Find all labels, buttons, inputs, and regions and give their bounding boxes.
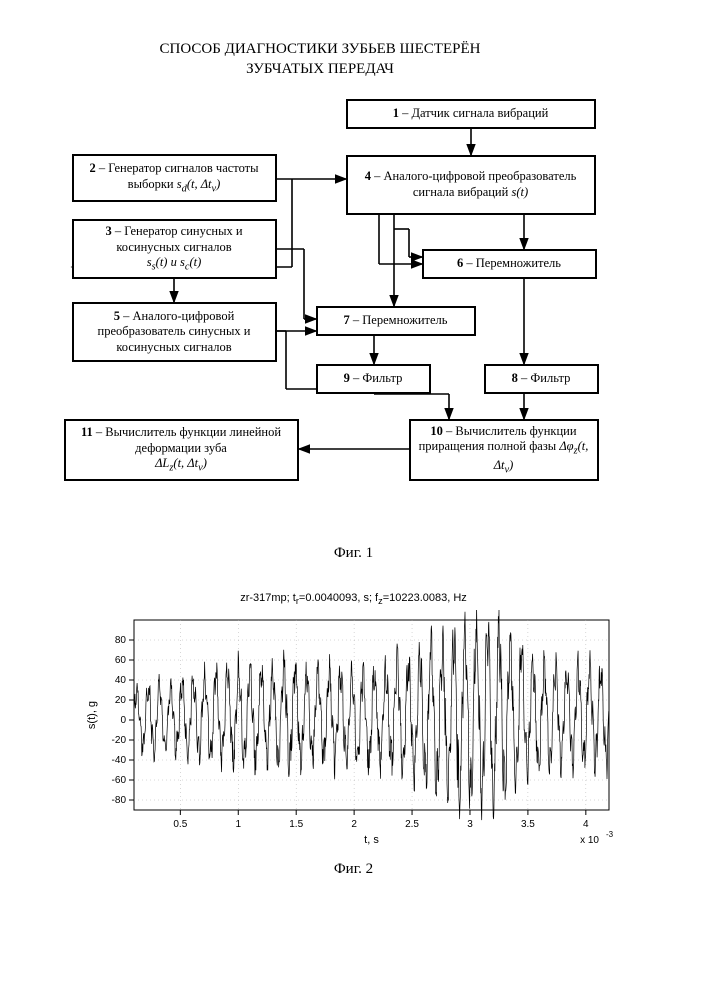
svg-text:x 10: x 10 bbox=[580, 835, 599, 846]
fig1-caption: Фиг. 1 bbox=[50, 545, 657, 562]
flow-box-7: 7 – Перемножитель bbox=[316, 306, 476, 336]
svg-text:80: 80 bbox=[114, 635, 126, 646]
flow-box-1: 1 – Датчик сигнала вибраций bbox=[346, 99, 596, 129]
svg-text:2: 2 bbox=[351, 819, 357, 830]
svg-text:4: 4 bbox=[583, 819, 589, 830]
svg-text:1.5: 1.5 bbox=[289, 819, 303, 830]
flow-box-4: 4 – Аналого-цифровой преобразователь сиг… bbox=[346, 155, 596, 215]
flow-box-10: 10 – Вычислитель функции приращения полн… bbox=[409, 419, 599, 481]
signal-chart: 0.5 1 1.5 2 2.5 3 3.5 4 -80 -60 -40 -20 0 20 40 60 80 t, … bbox=[79, 610, 629, 855]
fig2-caption: Фиг. 2 bbox=[79, 861, 629, 878]
svg-text:0.5: 0.5 bbox=[173, 819, 187, 830]
chart-title: zr-317mp; tr=0.0040093, s; fz=10223.0083… bbox=[79, 592, 629, 606]
svg-text:3.5: 3.5 bbox=[520, 819, 534, 830]
svg-text:-60: -60 bbox=[111, 775, 126, 786]
svg-text:s(t), g: s(t), g bbox=[86, 701, 98, 729]
flow-box-9: 9 – Фильтр bbox=[316, 364, 431, 394]
flow-box-11: 11 – Вычислитель функции линейной деформ… bbox=[64, 419, 299, 481]
svg-text:60: 60 bbox=[114, 655, 126, 666]
chart-figure: zr-317mp; tr=0.0040093, s; fz=10223.0083… bbox=[79, 592, 629, 878]
svg-text:-80: -80 bbox=[111, 795, 126, 806]
svg-text:-3: -3 bbox=[606, 830, 614, 839]
svg-text:0: 0 bbox=[120, 715, 126, 726]
svg-text:1: 1 bbox=[235, 819, 241, 830]
flow-box-2: 2 – Генератор сигналов частоты выборки s… bbox=[72, 154, 277, 202]
flow-box-6: 6 – Перемножитель bbox=[422, 249, 597, 279]
flow-box-8: 8 – Фильтр bbox=[484, 364, 599, 394]
svg-text:40: 40 bbox=[114, 675, 126, 686]
svg-text:-40: -40 bbox=[111, 755, 126, 766]
flowchart: 1 – Датчик сигнала вибраций 4 – Аналого-ц… bbox=[54, 99, 654, 539]
svg-text:2.5: 2.5 bbox=[405, 819, 419, 830]
svg-text:t, s: t, s bbox=[364, 834, 379, 846]
svg-text:-20: -20 bbox=[111, 735, 126, 746]
flow-box-5: 5 – Аналого-цифровой преобразователь син… bbox=[72, 302, 277, 362]
page-title: СПОСОБ ДИАГНОСТИКИ ЗУБЬЕВ ШЕСТЕРЁН ЗУБЧА… bbox=[110, 40, 530, 79]
svg-text:3: 3 bbox=[467, 819, 473, 830]
svg-text:20: 20 bbox=[114, 695, 126, 706]
flow-box-3: 3 – Генератор синусных и косинусных сигн… bbox=[72, 219, 277, 279]
